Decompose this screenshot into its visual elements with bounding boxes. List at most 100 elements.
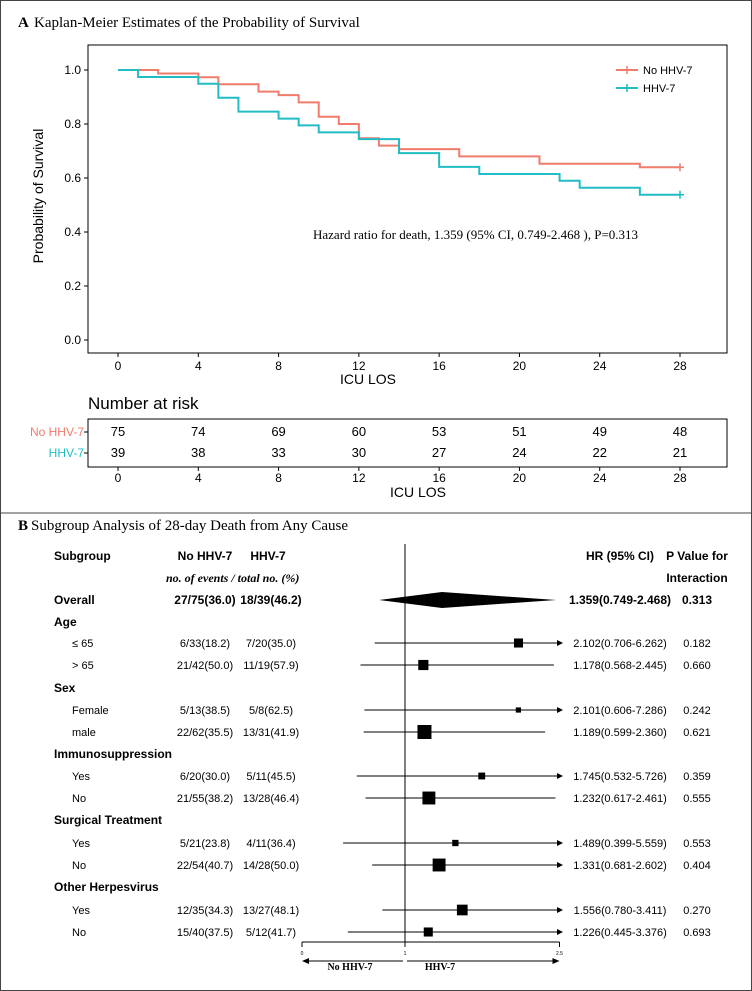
- y-tick-label: 0.0: [64, 333, 81, 347]
- forest-x-tick-label: 0: [301, 951, 304, 957]
- row-p-value: 0.242: [683, 705, 711, 717]
- row-hhv7-events: 11/19(57.9): [243, 660, 298, 672]
- km-x-axis: 0 4 8 12 16 20 24 28: [115, 353, 687, 373]
- x-tick-label: 0: [115, 359, 122, 373]
- subgroup-header: Age: [54, 615, 77, 629]
- risk-x-tick-label: 28: [673, 471, 687, 485]
- x-tick-label: 20: [513, 359, 527, 373]
- row-label: > 65: [72, 660, 94, 672]
- header-hr: HR (95% CI): [586, 549, 654, 563]
- row-no-hhv7-events: 21/42(50.0): [177, 660, 233, 672]
- risk-count: 49: [592, 424, 606, 439]
- subgroup-header: Other Herpesvirus: [54, 880, 159, 894]
- ci-arrow: [557, 929, 563, 935]
- overall-diamond: [379, 592, 557, 608]
- point-estimate: [456, 904, 468, 916]
- km-curve-hhv7: [118, 69, 680, 196]
- risk-x-tick-label: 4: [195, 471, 202, 485]
- row-hhv7-events: 13/27(48.1): [243, 905, 299, 917]
- risk-x-tick-label: 20: [513, 471, 527, 485]
- risk-count: 24: [512, 445, 526, 460]
- row-p-value: 0.182: [683, 638, 711, 650]
- risk-x-axis: 0 4 8 12 16 20 24 28: [115, 467, 687, 485]
- risk-count: 21: [673, 445, 687, 460]
- row-label: Female: [72, 705, 109, 717]
- row-label: Yes: [72, 771, 90, 783]
- forest-plot: Overall 27/75(36.0) 18/39(46.2) 1.359(0.749…: [54, 544, 712, 973]
- row-hhv7-events: 13/28(46.4): [243, 793, 299, 805]
- row-hhv7-events: 13/31(41.9): [243, 727, 299, 739]
- point-estimate: [422, 791, 436, 805]
- risk-table-border: [87, 418, 728, 468]
- risk-count: 27: [432, 445, 446, 460]
- row-label: No: [72, 860, 86, 872]
- row-hr-ci: 1.745(0.532-5.726): [573, 771, 667, 783]
- ci-arrow: [557, 907, 563, 913]
- risk-x-tick-label: 24: [593, 471, 607, 485]
- row-no-hhv7-events: 27/75(36.0): [174, 593, 235, 607]
- legend-label: No HHV-7: [643, 65, 693, 77]
- row-hr-ci: 1.556(0.780-3.411): [574, 905, 667, 917]
- forest-axis-left-label: No HHV-7: [327, 962, 372, 973]
- header-p-line2: Interaction: [666, 571, 727, 585]
- row-no-hhv7-events: 15/40(37.5): [177, 927, 233, 939]
- risk-table-title: Number at risk: [88, 394, 199, 413]
- panel-b-title: Subgroup Analysis of 28-day Death from A…: [31, 518, 348, 534]
- row-p-value: 0.660: [683, 660, 711, 672]
- right-arrowhead: [552, 958, 560, 964]
- row-no-hhv7-events: 12/35(34.3): [177, 905, 233, 917]
- y-tick-label: 1.0: [64, 63, 81, 77]
- row-hhv7-events: 5/12(41.7): [246, 927, 296, 939]
- header-p-line1: P Value for: [666, 549, 728, 563]
- row-hr-ci: 1.331(0.681-2.602): [573, 860, 667, 872]
- km-curve-no-hhv7: [118, 69, 680, 169]
- forest-x-axis: 0 1 2.5: [301, 941, 563, 964]
- risk-count: 51: [512, 424, 526, 439]
- km-curves: [118, 69, 684, 199]
- row-label: Yes: [72, 905, 90, 917]
- risk-count: 48: [673, 424, 687, 439]
- risk-x-tick-label: 16: [432, 471, 446, 485]
- km-plot-border: [87, 44, 728, 354]
- km-plot: 0.0 0.2 0.4 0.6 0.8 1.0 0 4 8 12 16 20 24 28 ICU LOS…: [30, 44, 728, 387]
- ci-arrow: [557, 773, 563, 779]
- ci-arrow: [557, 707, 563, 713]
- row-label: No: [72, 927, 86, 939]
- risk-count: 39: [111, 445, 125, 460]
- row-hhv7-events: 14/28(50.0): [243, 860, 299, 872]
- row-p-value: 0.553: [683, 838, 711, 850]
- risk-count: 30: [352, 445, 366, 460]
- row-p-value: 0.270: [683, 905, 711, 917]
- header-hhv7: HHV-7: [250, 549, 286, 563]
- y-tick-label: 0.2: [64, 279, 81, 293]
- km-legend: No HHV-7 HHV-7: [616, 65, 693, 95]
- risk-x-tick-label: 0: [115, 471, 122, 485]
- row-p-value: 0.359: [683, 771, 711, 783]
- row-hr-ci: 1.189(0.599-2.360): [573, 727, 667, 739]
- x-tick-label: 16: [432, 359, 446, 373]
- row-p-value: 0.404: [683, 860, 711, 872]
- censor-mark: [676, 163, 684, 172]
- ci-arrow: [557, 640, 563, 646]
- row-p-value: 0.693: [683, 927, 711, 939]
- forest-x-tick-label: 2.5: [556, 951, 563, 957]
- risk-count: 60: [352, 424, 366, 439]
- row-label: male: [72, 727, 96, 739]
- km-y-axis: 0.0 0.2 0.4 0.6 0.8 1.0: [64, 63, 88, 347]
- x-tick-label: 4: [195, 359, 202, 373]
- row-hr-ci: 1.359(0.749-2.468): [569, 593, 671, 607]
- risk-count: 38: [191, 445, 205, 460]
- risk-count: 33: [271, 445, 285, 460]
- row-label: No: [72, 793, 86, 805]
- y-tick-label: 0.4: [64, 225, 81, 239]
- km-x-label: ICU LOS: [340, 371, 396, 387]
- point-estimate: [423, 927, 433, 937]
- row-hr-ci: 2.102(0.706-6.262): [573, 638, 667, 650]
- risk-row-label: No HHV-7: [30, 425, 84, 439]
- risk-x-tick-label: 8: [275, 471, 282, 485]
- row-hhv7-events: 7/20(35.0): [246, 638, 296, 650]
- risk-x-tick-label: 12: [352, 471, 366, 485]
- point-estimate: [515, 707, 522, 713]
- risk-count: 75: [111, 424, 125, 439]
